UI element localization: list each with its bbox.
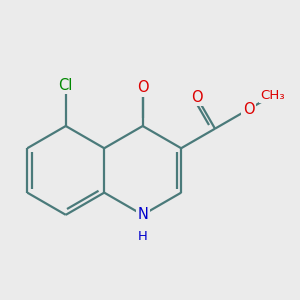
Text: N: N bbox=[137, 207, 148, 222]
Text: O: O bbox=[243, 102, 255, 117]
Text: Cl: Cl bbox=[58, 78, 73, 93]
Text: O: O bbox=[191, 90, 202, 105]
Text: H: H bbox=[138, 230, 148, 243]
Text: CH₃: CH₃ bbox=[260, 89, 285, 102]
Text: O: O bbox=[137, 80, 148, 95]
